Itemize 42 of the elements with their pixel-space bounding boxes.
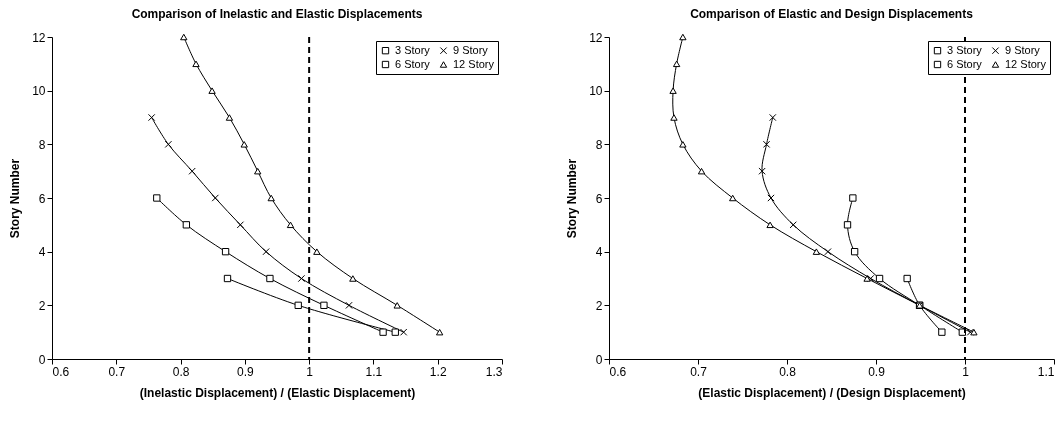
x-tick-label: 0.6 [609,364,627,379]
x-tick-label: 0.7 [108,364,126,379]
x-tick-label: 0.9 [868,364,886,379]
legend-label: 12 Story [1005,57,1047,70]
y-axis-title: Story Number [8,158,23,239]
legend-label: 3 Story [947,43,983,56]
x-tick-label: 0.6 [52,364,70,379]
y-tick-label: 12 [32,30,46,45]
legend-label: 6 Story [947,57,983,70]
x-tick-label: 0.9 [237,364,255,379]
y-tick-label: 4 [595,245,603,260]
legend-label: 12 Story [453,57,495,70]
x-tick-label: 1.1 [365,364,383,379]
legend-label: 6 Story [395,57,431,70]
y-tick-label: 4 [38,245,46,260]
y-tick-label: 8 [38,137,46,152]
y-tick-label: 10 [32,84,46,99]
chart-title: Comparison of Elastic and Design Displacements [690,7,974,21]
y-tick-label: 2 [595,298,603,313]
chart-title: Comparison of Inelastic and Elastic Displacements [131,7,423,21]
legend-label: 9 Story [453,43,489,56]
x-tick-label: 1.2 [429,364,447,379]
x-tick-label: 1.3 [485,364,503,379]
y-tick-label: 12 [589,30,603,45]
x-tick-label: 0.8 [779,364,797,379]
x-tick-label: 0.8 [172,364,190,379]
x-axis-title: (Inelastic Displacement) / (Elastic Displacement) [139,385,416,400]
y-axis-title: Story Number [565,158,580,239]
legend-label: 9 Story [1005,43,1041,56]
x-tick-label: 1.1 [1037,364,1055,379]
y-tick-label: 6 [38,191,46,206]
y-tick-label: 10 [589,84,603,99]
legend-label: 3 Story [395,43,431,56]
y-tick-label: 2 [38,298,46,313]
y-tick-label: 6 [595,191,603,206]
x-tick-label: 1 [306,364,314,379]
y-tick-label: 0 [595,352,603,367]
x-axis-title: (Elastic Displacement) / (Design Displacement) [698,385,966,400]
y-tick-label: 0 [38,352,46,367]
x-tick-label: 1 [962,364,970,379]
y-tick-label: 8 [595,137,603,152]
x-tick-label: 0.7 [690,364,708,379]
